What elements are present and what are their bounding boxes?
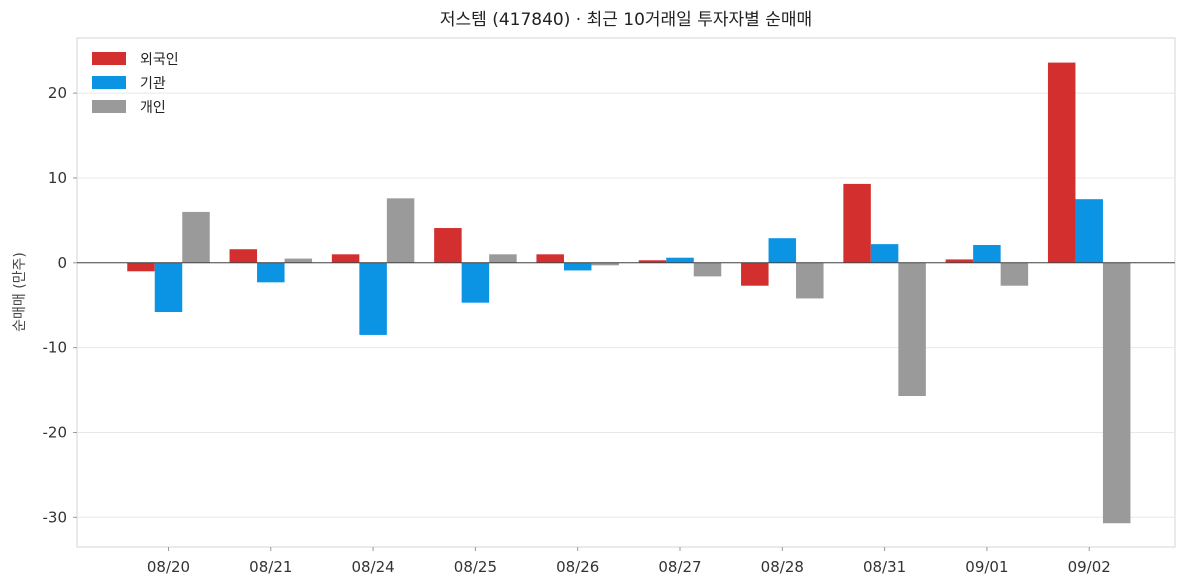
x-tick-label: 08/28 — [761, 558, 804, 576]
bar — [638, 260, 667, 263]
bar — [1000, 262, 1029, 286]
y-axis-label: 순매매 (만주) — [12, 252, 28, 332]
bar — [591, 262, 619, 266]
bar — [489, 254, 517, 263]
legend-swatch — [92, 100, 126, 113]
legend-label: 개인 — [140, 100, 166, 116]
bar-series — [127, 62, 1131, 524]
bar — [973, 244, 1001, 263]
y-tick-label: -10 — [43, 339, 68, 357]
bar — [843, 183, 871, 263]
bar — [434, 228, 462, 263]
bar — [945, 259, 974, 263]
plot-area — [76, 37, 1176, 548]
bar — [1075, 199, 1103, 263]
x-tick-label: 08/24 — [351, 558, 394, 576]
x-tick-label: 08/20 — [147, 558, 190, 576]
y-axis-ticks: -30 -20 -10 0 10 20 — [43, 84, 77, 526]
bar — [693, 262, 722, 277]
legend-swatch — [92, 76, 126, 89]
legend-label: 외국인 — [140, 52, 179, 68]
bar — [536, 254, 564, 263]
bar — [666, 257, 694, 263]
bar — [154, 262, 183, 313]
bar — [284, 258, 313, 263]
bar — [182, 211, 210, 263]
x-tick-label: 09/01 — [965, 558, 1008, 576]
x-tick-label: 08/26 — [556, 558, 599, 576]
bar — [461, 262, 490, 303]
bar — [359, 262, 387, 335]
bar — [229, 249, 258, 263]
x-tick-label: 09/02 — [1068, 558, 1111, 576]
bar — [870, 244, 899, 263]
chart-title: 저스템 (417840) · 최근 10거래일 투자자별 순매매 — [440, 10, 812, 30]
y-tick-label: 10 — [48, 169, 67, 187]
legend-label: 기관 — [140, 76, 166, 92]
x-tick-label: 08/31 — [863, 558, 906, 576]
bar — [386, 198, 415, 263]
y-tick-label: -20 — [43, 423, 68, 441]
bar — [1102, 262, 1131, 524]
bar — [563, 262, 592, 271]
bar — [898, 262, 926, 396]
x-tick-label: 08/25 — [454, 558, 497, 576]
y-tick-label: 20 — [48, 84, 67, 102]
bar — [127, 262, 155, 272]
bar — [1047, 62, 1076, 263]
y-tick-label: -30 — [43, 508, 68, 526]
bar — [768, 238, 797, 263]
bar — [331, 254, 360, 263]
x-tick-label: 08/21 — [249, 558, 292, 576]
bar — [796, 262, 824, 299]
legend-swatch — [92, 52, 126, 65]
bar — [257, 262, 285, 283]
x-tick-label: 08/27 — [658, 558, 701, 576]
grid-lines — [77, 92, 1175, 518]
bar — [741, 262, 769, 286]
y-tick-label: 0 — [57, 254, 67, 272]
x-axis-ticks: 08/20 08/21 08/24 08/25 08/26 08/27 08/28 08/31… — [147, 547, 1111, 576]
